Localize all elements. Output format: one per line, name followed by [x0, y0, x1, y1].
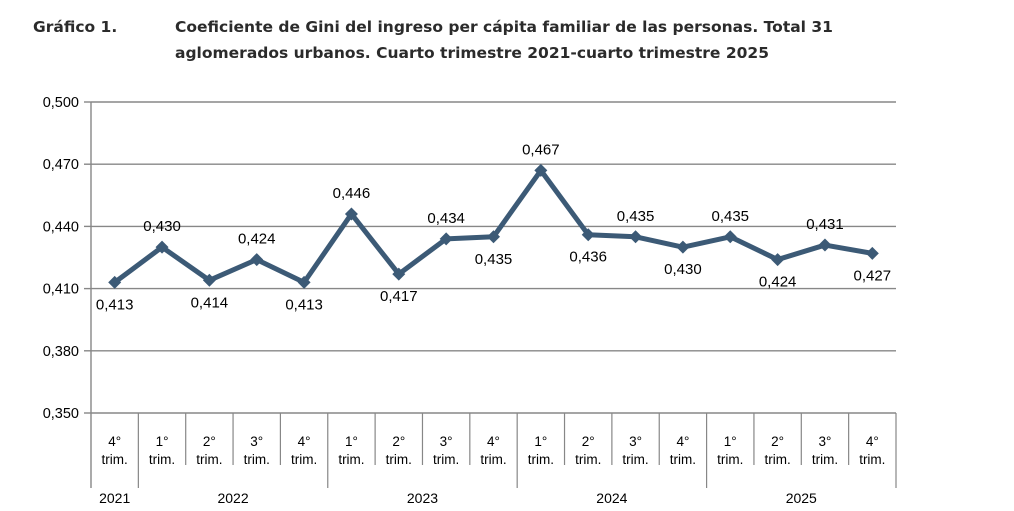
data-point-label: 0,424	[759, 274, 797, 291]
x-axis-quarter-number: 3°	[250, 434, 263, 449]
x-axis-quarter-number: 4°	[298, 434, 311, 449]
x-axis-quarter-suffix: trim.	[528, 452, 554, 467]
data-point-marker	[202, 273, 216, 287]
x-axis-year-label: 2024	[596, 490, 627, 506]
x-axis-quarter-number: 4°	[108, 434, 121, 449]
chart-header: Gráfico 1. Coeficiente de Gini del ingre…	[33, 14, 983, 66]
data-point-label: 0,434	[427, 210, 465, 227]
y-axis-tick-label: 0,470	[43, 157, 79, 173]
y-axis-tick-label: 0,350	[43, 406, 79, 422]
x-axis-quarter-suffix: trim.	[244, 452, 270, 467]
x-axis-quarter-number: 3°	[819, 434, 832, 449]
data-point-label: 0,430	[143, 218, 181, 235]
x-axis-quarter-suffix: trim.	[338, 452, 364, 467]
x-axis-quarter-suffix: trim.	[812, 452, 838, 467]
data-point-marker	[487, 230, 500, 244]
data-point-marker	[344, 207, 358, 221]
data-point-label: 0,435	[475, 251, 513, 268]
x-axis-quarter-suffix: trim.	[102, 452, 128, 467]
y-axis-tick-label: 0,440	[43, 219, 79, 235]
x-axis-quarter-suffix: trim.	[196, 452, 222, 467]
data-point-label: 0,435	[711, 208, 749, 225]
data-point-marker	[581, 228, 595, 242]
x-axis-quarter-number: 4°	[866, 434, 879, 449]
x-axis-quarter-suffix: trim.	[764, 452, 790, 467]
x-axis-quarter-number: 1°	[534, 434, 547, 449]
y-axis-tick-label: 0,380	[43, 344, 79, 360]
y-axis-tick-label: 0,500	[43, 95, 79, 111]
data-point-label: 0,467	[522, 141, 560, 158]
data-point-marker	[865, 246, 879, 260]
data-point-label: 0,430	[664, 261, 702, 278]
x-axis-quarter-number: 2°	[392, 434, 405, 449]
x-axis-quarter-suffix: trim.	[386, 452, 412, 467]
data-point-marker	[439, 232, 453, 246]
x-axis-quarter-suffix: trim.	[433, 452, 459, 467]
x-axis-quarter-suffix: trim.	[622, 452, 648, 467]
data-point-marker	[392, 267, 406, 281]
y-axis-tick-label: 0,410	[43, 282, 79, 298]
x-axis-quarter-number: 3°	[440, 434, 453, 449]
x-axis-quarter-number: 3°	[629, 434, 642, 449]
x-axis-quarter-number: 2°	[771, 434, 784, 449]
data-point-label: 0,427	[854, 267, 892, 284]
data-point-label: 0,435	[617, 208, 655, 225]
x-axis-quarter-suffix: trim.	[480, 452, 506, 467]
data-point-marker	[771, 253, 785, 267]
data-point-marker	[723, 230, 737, 244]
data-point-label: 0,413	[96, 296, 134, 313]
data-point-marker	[297, 275, 311, 289]
x-axis-quarter-number: 2°	[203, 434, 216, 449]
x-axis-year-label: 2023	[407, 490, 438, 506]
data-point-label: 0,413	[285, 296, 323, 313]
data-point-label: 0,424	[238, 231, 276, 248]
x-axis-quarter-number: 1°	[345, 434, 358, 449]
x-axis-quarter-suffix: trim.	[859, 452, 885, 467]
x-axis-quarter-suffix: trim.	[575, 452, 601, 467]
x-axis-quarter-number: 1°	[156, 434, 169, 449]
data-point-marker	[676, 240, 690, 254]
data-point-marker	[629, 230, 643, 244]
data-point-marker	[534, 163, 548, 177]
data-point-marker	[108, 275, 122, 289]
x-axis-quarter-suffix: trim.	[149, 452, 175, 467]
chart-number-label: Gráfico 1.	[33, 18, 118, 36]
x-axis-quarter-number: 4°	[676, 434, 689, 449]
data-point-marker	[818, 238, 832, 252]
x-axis-quarter-suffix: trim.	[717, 452, 743, 467]
x-axis-quarter-number: 2°	[582, 434, 595, 449]
data-point-marker	[155, 240, 169, 254]
data-point-label: 0,446	[333, 185, 371, 202]
data-point-label: 0,431	[806, 216, 844, 233]
data-point-label: 0,417	[380, 288, 418, 305]
chart-title: Coeficiente de Gini del ingreso per cápi…	[175, 14, 983, 66]
x-axis-quarter-number: 4°	[487, 434, 500, 449]
x-axis-quarter-number: 1°	[724, 434, 737, 449]
data-point-marker	[250, 253, 264, 267]
data-point-label: 0,414	[191, 294, 229, 311]
x-axis-quarter-suffix: trim.	[291, 452, 317, 467]
x-axis-year-label: 2025	[786, 490, 817, 506]
chart-title-line1: Coeficiente de Gini del ingreso per cápi…	[175, 18, 833, 36]
chart-title-line2: aglomerados urbanos. Cuarto trimestre 20…	[175, 44, 769, 62]
x-axis-year-label: 2022	[217, 490, 248, 506]
data-point-label: 0,436	[569, 249, 607, 266]
x-axis-quarter-suffix: trim.	[670, 452, 696, 467]
x-axis-year-label: 2021	[99, 490, 130, 506]
